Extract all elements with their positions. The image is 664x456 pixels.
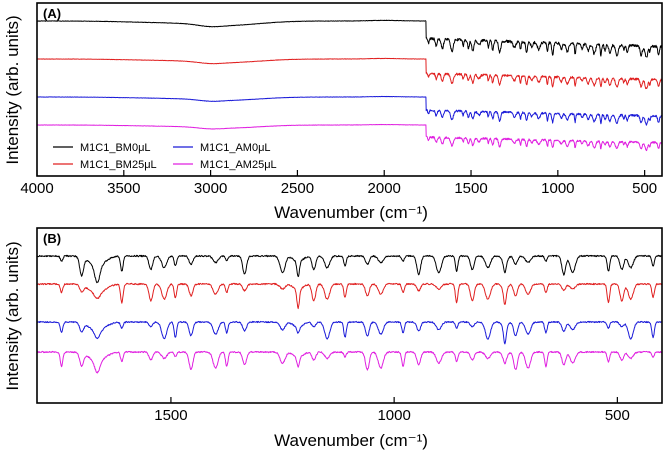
panel-b-tick-label-1500: 1500 <box>154 407 187 424</box>
panel-b-series-m1c1-bm25-l <box>36 282 663 310</box>
legend-label-am0: M1C1_AM0μL <box>200 142 271 154</box>
panel-a-y-axis-label: Intensity (arb. units) <box>3 15 22 164</box>
panel-b-label: (B) <box>43 231 61 246</box>
panel-b-series-m1c1-am0-l <box>36 320 663 345</box>
legend-label-am25: M1C1_AM25μL <box>200 159 277 171</box>
panel-a-series-m1c1-bm25-l <box>36 57 663 90</box>
legend-label-bm25: M1C1_BM25μL <box>80 159 157 171</box>
panel-b: (B) 1500 1000 500 Intensity (arb. units) W… <box>3 227 663 450</box>
legend-label-bm0: M1C1_BM0μL <box>80 142 151 154</box>
panel-a-series-group <box>36 19 663 152</box>
panel-a-tick-label-1000: 1000 <box>541 180 574 197</box>
panel-a-frame <box>36 2 663 177</box>
panel-a-label: (A) <box>43 6 61 21</box>
panel-b-frame <box>36 227 663 404</box>
panel-b-tick-label-500: 500 <box>605 407 630 424</box>
panel-a-tick-label-2000: 2000 <box>368 180 401 197</box>
panel-a-tick-label-1500: 1500 <box>454 180 487 197</box>
panel-b-series-group <box>36 254 663 374</box>
panel-a-x-ticks: 4000 3500 3000 2500 2000 1500 1000 500 <box>20 170 657 197</box>
panel-b-x-axis-label: Wavenumber (cm⁻¹) <box>274 431 428 450</box>
panel-a-legend: M1C1_BM0μL M1C1_AM0μL M1C1_BM25μL M1C1_A… <box>53 142 277 171</box>
panel-a-series-m1c1-bm0-l <box>36 19 663 58</box>
panel-b-series-m1c1-am25-l <box>36 350 663 374</box>
panel-b-x-ticks: 1500 1000 500 <box>154 397 630 424</box>
panel-a-tick-label-3500: 3500 <box>107 180 140 197</box>
panel-a-series-m1c1-am25-l <box>36 123 663 152</box>
panel-a-series-m1c1-am0-l <box>36 95 663 126</box>
panel-a-tick-label-500: 500 <box>632 180 657 197</box>
panel-a-tick-label-3000: 3000 <box>194 180 227 197</box>
panel-b-series-m1c1-bm0-l <box>36 254 663 284</box>
panel-a-tick-label-2500: 2500 <box>281 180 314 197</box>
panel-a-tick-label-4000: 4000 <box>20 180 53 197</box>
panel-b-tick-label-1000: 1000 <box>377 407 410 424</box>
panel-a-x-axis-label: Wavenumber (cm⁻¹) <box>274 203 428 222</box>
panel-a: (A) 4000 3500 3000 2500 2000 1500 1000 500 Inte… <box>3 2 663 222</box>
panel-b-y-axis-label: Intensity (arb. units) <box>3 241 22 390</box>
